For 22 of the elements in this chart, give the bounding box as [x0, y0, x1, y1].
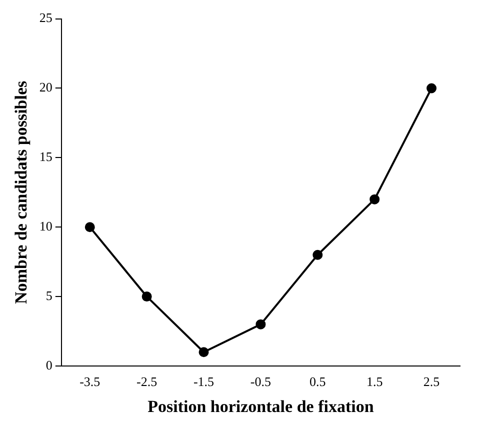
point: [256, 319, 266, 330]
y-tick-label: 25: [39, 10, 52, 26]
point: [370, 194, 380, 204]
point: [142, 292, 152, 302]
x-axis-title: Position horizontale de fixation: [148, 397, 374, 416]
y-tick-label: 15: [39, 149, 52, 164]
y-tick-label: 0: [46, 357, 52, 372]
y-tick-label: 10: [39, 218, 52, 234]
x-tick-label: 1.5: [366, 374, 383, 390]
y-axis-title: Nombre de candidats possibles: [12, 80, 31, 304]
point: [84, 222, 95, 232]
point: [312, 250, 323, 260]
x-tick-label: -2.5: [136, 374, 158, 390]
x-tick-label: -0.5: [250, 374, 271, 390]
x-tick-label: 0.5: [310, 374, 326, 390]
point: [198, 347, 209, 358]
y-tick-label: 5: [46, 288, 52, 303]
x-tick-label: 2.5: [423, 374, 440, 390]
x-tick-label: -1.5: [193, 374, 214, 390]
y-tick-label: 20: [39, 80, 52, 95]
point: [426, 83, 437, 94]
x-tick-label: -3.5: [80, 374, 100, 390]
